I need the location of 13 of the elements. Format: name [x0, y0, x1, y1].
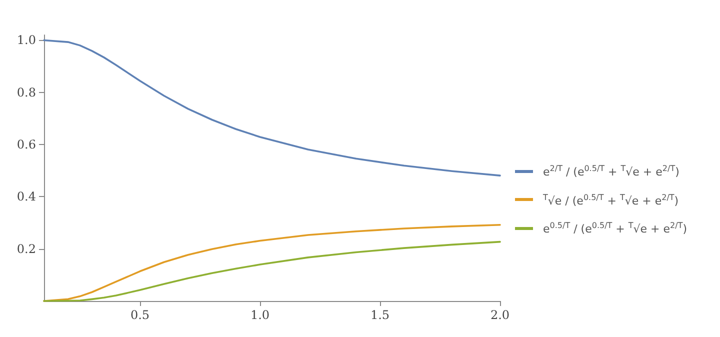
text: e$^{2/T}$ / (e$^{0.5/T}$ + $^{T}$√e + e$^{2/T}$): [543, 164, 680, 179]
x-tick-label: 1.0: [250, 308, 270, 322]
y-tick-label: 1.0: [16, 33, 36, 48]
y-tick-label: 0.2: [16, 242, 36, 256]
y-tick-label: 0.6: [16, 138, 36, 152]
x-tick-label: 2.0: [490, 308, 510, 322]
y-tick-label: 0.4: [16, 190, 36, 204]
text: e$^{0.5/T}$ / (e$^{0.5/T}$ + $^{T}$√e + e$^{2/T}$): [543, 221, 688, 236]
x-tick-label: 0.5: [130, 308, 150, 322]
legend-label: $^{T}$√e / (e$^{0.5/T}$ + $^{T}$√e + e$^{2/T}$): [543, 192, 679, 208]
line-series: [43, 39, 501, 176]
x-tick-label: 1.5: [370, 308, 390, 322]
y-tick-label: 0.8: [16, 85, 36, 100]
